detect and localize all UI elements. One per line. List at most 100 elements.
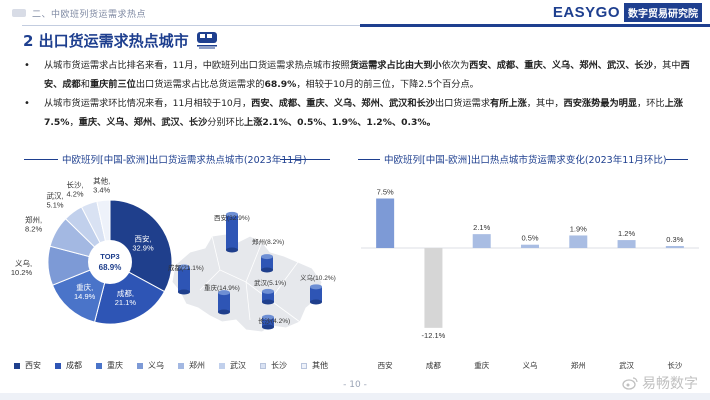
map-city-label: 郑州(8.2%) bbox=[252, 238, 284, 246]
legend-swatch bbox=[55, 362, 61, 369]
pie-label-name: 义乌, bbox=[15, 258, 32, 268]
legend-label: 成都 bbox=[66, 361, 82, 370]
pie-label-name: 西安, bbox=[134, 233, 151, 243]
legend-label: 其他 bbox=[312, 361, 328, 370]
bullet-text-segment: 从城市货运需求占比排名来看，11月，中欧班列出口货运需求热点城市按照 bbox=[44, 60, 350, 71]
bottom-strip bbox=[0, 393, 710, 400]
bullet-text-segment: 分别环比 bbox=[207, 117, 245, 128]
legend-swatch bbox=[14, 362, 20, 369]
bar-chart-title: 中欧班列[中国-欧洲]出口热点城市货运需求变化(2023年11月环比) bbox=[384, 155, 667, 166]
pie-center-top: TOP3 bbox=[100, 252, 119, 261]
bullet-text-segment: 68.9% bbox=[264, 79, 297, 90]
bullet-ranking: 从城市货运需求占比排名来看，11月，中欧班列出口货运需求热点城市按照货运需求占比… bbox=[24, 56, 694, 94]
legend-item: 西安 bbox=[14, 360, 41, 371]
map-cylinder bbox=[178, 264, 190, 295]
header-accent bbox=[360, 24, 710, 27]
pie-labels: 西安,32.9% 成都,21.1% 重庆,14.9% 义乌,10.2% 郑州,8.2% 武… bbox=[11, 175, 154, 307]
pie-label-name: 成都, bbox=[117, 288, 134, 298]
legend-swatch bbox=[96, 362, 102, 369]
map-cylinder bbox=[261, 254, 273, 273]
watermark: 易畅数字 bbox=[622, 373, 698, 393]
bullet-text-segment: 西安涨势最为明显 bbox=[563, 98, 638, 109]
legend-swatch bbox=[301, 362, 307, 369]
bullet-text-segment: ，其中， bbox=[526, 98, 564, 109]
bar-title-line-left bbox=[358, 159, 380, 160]
legend-item: 郑州 bbox=[178, 360, 205, 371]
bar-2 bbox=[424, 248, 443, 328]
map-cylinder bbox=[226, 211, 238, 253]
bar-value-label: 7.5% bbox=[377, 188, 394, 197]
legend-label: 郑州 bbox=[189, 361, 205, 370]
bar-value-label: 0.5% bbox=[521, 234, 538, 243]
bar-category-label: 重庆 bbox=[474, 360, 489, 370]
pie-title-line-right bbox=[280, 159, 330, 160]
bar-value-label: 1.9% bbox=[570, 224, 587, 233]
map-city-label: 义乌(10.2%) bbox=[300, 273, 336, 282]
pie-label-name: 重庆, bbox=[76, 282, 93, 292]
bullet-mom-change: 从城市货运需求环比情况来看，11月相较于10月，西安、成都、重庆、义乌、郑州、武… bbox=[24, 94, 694, 132]
legend-label: 武汉 bbox=[230, 361, 246, 370]
bar-series: 7.5% 西安 -12.1% 成都 2.1% 重庆 0.5% 义乌 1.9% 郑州 1.2% 武汉 0.… bbox=[361, 188, 699, 370]
map-cylinder bbox=[262, 314, 274, 330]
bar-category-label: 郑州 bbox=[571, 360, 586, 370]
bullet-text-segment: 出口货运需求占比总货运需求的 bbox=[135, 79, 265, 90]
legend-label: 西安 bbox=[25, 361, 41, 370]
map-city-label: 武汉(5.1%) bbox=[254, 278, 286, 287]
bar-value-label: 2.1% bbox=[473, 223, 490, 232]
pie-center-value: 68.9% bbox=[99, 263, 122, 272]
bullet-text-segment: 货运需求占比由大到小 bbox=[349, 60, 442, 71]
bullet-text-segment: 西安、成都、重庆、义乌、郑州、武汉、长沙 bbox=[469, 60, 653, 71]
pie-label-pct: 10.2% bbox=[11, 268, 33, 277]
brand: EASYGO 数字贸易研究院 bbox=[460, 0, 710, 24]
pie-label-name: 武汉, bbox=[46, 190, 63, 200]
bar-4 bbox=[521, 244, 539, 248]
bullet-text-segment: 重庆、义乌、郑州、武汉、长沙 bbox=[78, 117, 208, 128]
weibo-icon bbox=[622, 377, 638, 390]
pie-label-pct: 4.2% bbox=[66, 190, 83, 199]
legend-label: 长沙 bbox=[271, 361, 287, 370]
pie-label-pct: 14.9% bbox=[74, 292, 96, 301]
bar-category-label: 义乌 bbox=[523, 360, 538, 370]
pie-label-pct: 5.1% bbox=[46, 200, 63, 209]
pie-title-line-left bbox=[24, 159, 58, 160]
bullet-text-segment: 西安、成都、重庆、义乌、郑州、武汉和长沙 bbox=[251, 98, 435, 109]
pie-and-map: 西安,32.9% 成都,21.1% 重庆,14.9% 义乌,10.2% 郑州,8.2% 武… bbox=[11, 175, 336, 333]
page-number: - 10 - bbox=[343, 380, 367, 390]
bullet-text-segment: ，相较于10月的前三位，下降2.5个百分点。 bbox=[296, 79, 479, 90]
bar-title-line-right bbox=[666, 159, 688, 160]
pie-label-pct: 21.1% bbox=[115, 298, 137, 307]
brand-logo: EASYGO bbox=[552, 3, 620, 21]
legend-item: 成都 bbox=[55, 360, 82, 371]
pie-label-name: 长沙, bbox=[66, 180, 83, 190]
bullet-text-segment: 西安、成都 bbox=[44, 60, 690, 90]
bar-value-label: 0.3% bbox=[666, 235, 683, 244]
legend-swatch bbox=[219, 362, 225, 369]
pie-legend: 西安 成都 重庆 义乌 郑州 武汉 长沙 其他 bbox=[14, 360, 344, 371]
legend-swatch bbox=[260, 362, 266, 369]
bar-value-label: -12.1% bbox=[422, 331, 446, 340]
map-city-label: 重庆(14.9%) bbox=[204, 283, 240, 292]
page-title: 2 出口货运需求热点城市 bbox=[23, 32, 189, 50]
bar-7 bbox=[665, 246, 684, 248]
map-cylinders: 西安(32.9%) 郑州(8.2%) 成都(21.1%) 重庆(14.9%) 武汉(5.… bbox=[168, 211, 336, 330]
pie-label-pct: 3.4% bbox=[93, 185, 110, 194]
bullet-text-segment: 有所上涨 bbox=[490, 98, 527, 109]
bar-category-label: 成都 bbox=[426, 360, 441, 370]
header-decoration bbox=[12, 9, 26, 17]
bar-6 bbox=[617, 240, 636, 248]
legend-swatch bbox=[137, 362, 143, 369]
map-cylinder bbox=[310, 284, 322, 305]
legend-label: 义乌 bbox=[148, 361, 164, 370]
legend-label: 重庆 bbox=[107, 361, 123, 370]
breadcrumb-bar: 二、中欧班列货运需求热点 bbox=[0, 0, 470, 26]
train-icon bbox=[197, 32, 217, 49]
pie-label-pct: 32.9% bbox=[132, 243, 154, 252]
bullet-text-segment: 依次为 bbox=[441, 60, 470, 71]
legend-swatch bbox=[178, 362, 184, 369]
bar-value-label: 1.2% bbox=[618, 229, 635, 238]
pie-label-name: 郑州, bbox=[25, 215, 42, 225]
map-city-label: 成都(21.1%) bbox=[168, 263, 204, 272]
map-cylinder bbox=[218, 290, 230, 315]
bullet-text-segment: 和 bbox=[80, 79, 90, 90]
bar-category-label: 武汉 bbox=[619, 360, 635, 370]
